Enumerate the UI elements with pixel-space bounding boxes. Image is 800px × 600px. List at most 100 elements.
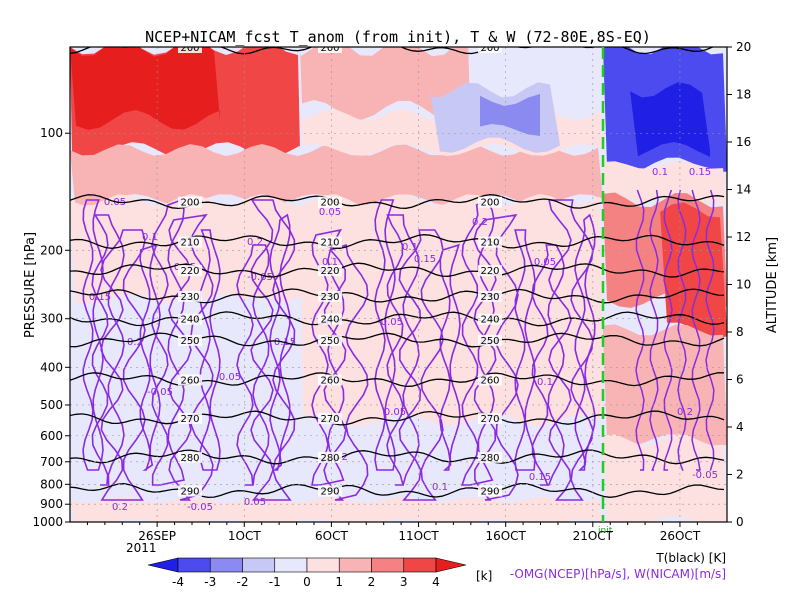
omega-contour-label: -0.05 xyxy=(187,502,213,513)
temperature-contour-label-bg xyxy=(178,412,202,424)
colorbar-segment xyxy=(274,557,308,573)
plot-area: 0.050.10.150.2-0.050.050.10.150.2-0.050.… xyxy=(70,43,727,522)
colorbar-arrow-right xyxy=(435,557,467,573)
omega-contour-label: -0.05 xyxy=(247,272,273,283)
anomaly-hot-forecast-mid xyxy=(660,202,727,338)
omega-contour-forecast xyxy=(677,189,687,471)
omega-contour-label: 0.2 xyxy=(127,337,143,348)
omega-contour-label: 0.1 xyxy=(142,232,158,243)
temperature-contour-label-bg xyxy=(178,313,202,325)
left-axis: 100 200 300 400 500 600 700 800 900 1000 xyxy=(32,126,70,529)
omega-contour-loop xyxy=(374,199,396,471)
temperature-contour-label: 270 xyxy=(480,414,499,425)
temperature-contour-label-bg xyxy=(478,236,502,248)
temperature-contour-label: 290 xyxy=(180,487,199,498)
left-axis-label: PRESSURE [hPa] xyxy=(23,232,38,338)
anomaly-cold-upper-late xyxy=(480,94,540,136)
temperature-contour-label-bg xyxy=(178,47,202,53)
left-axis-tick-label: 500 xyxy=(40,398,63,412)
right-axis-tick-label: 16 xyxy=(736,135,751,149)
omega-contour-loop xyxy=(91,214,125,486)
temperature-contour-label-bg xyxy=(178,196,202,208)
omega-contour-label: 0.2 xyxy=(677,407,693,418)
anomaly-lightwarm-surface xyxy=(70,497,603,522)
omega-contour-label: 0.05 xyxy=(534,257,556,268)
temperature-contour-label-bg xyxy=(478,374,502,386)
temperature-contour-label: 260 xyxy=(320,376,339,387)
temperature-contour-label-bg xyxy=(178,374,202,386)
omega-contour-label: -0.05 xyxy=(377,317,403,328)
left-axis-tick-label: 900 xyxy=(40,497,63,511)
omega-contour-loop xyxy=(531,244,565,486)
temperature-contour-label-bg xyxy=(478,485,502,497)
omega-contour-loop xyxy=(100,229,146,501)
omega-contour-loop xyxy=(386,214,420,486)
right-axis-tick-label: 20 xyxy=(736,40,751,54)
temperature-contour-label: 260 xyxy=(480,376,499,387)
temperature-contour-label-bg xyxy=(318,47,342,53)
right-axis-tick-label: 14 xyxy=(736,183,751,197)
omega-contour-loop xyxy=(236,244,270,486)
omega-contour-loop xyxy=(199,229,221,471)
omega-contour-loop xyxy=(439,243,461,471)
temperature-contour-label-bg xyxy=(318,334,342,346)
bottom-axis-tick-label: 26SEP xyxy=(138,529,176,543)
colorbar-segment xyxy=(403,557,437,573)
colorbar-segment xyxy=(306,557,340,573)
temperature-contour-label: 210 xyxy=(180,238,199,249)
left-axis-tick-label: 300 xyxy=(40,312,63,326)
omega-contour-label: 0.2 xyxy=(472,217,488,228)
bottom-axis-tick-label: 21OCT xyxy=(573,529,614,543)
colorbar-tick-label: -3 xyxy=(204,575,216,589)
bottom-axis-tick-label: 1OCT xyxy=(228,529,261,543)
colorbar-tick-label: -1 xyxy=(269,575,281,589)
bottom-axis: 26SEP 1OCT 6OCT 11OCT 16OCT 21OCT 26OCT xyxy=(86,522,701,543)
temperature-contour-label-bg xyxy=(178,290,202,302)
temperature-contour-label-bg xyxy=(318,374,342,386)
omega-contour-label: 0.2 xyxy=(247,237,263,248)
temperature-contour-label-bg xyxy=(178,334,202,346)
anomaly-hot-upper-early xyxy=(70,47,220,130)
temperature-contour-label-bg xyxy=(318,236,342,248)
temperature-contour-label-bg xyxy=(178,265,202,277)
colorbar-unit: [k] xyxy=(476,569,492,583)
omega-contour-forecast xyxy=(705,189,715,471)
temperature-contour-label: 250 xyxy=(320,336,339,347)
omega-contour-label: 0.05 xyxy=(384,407,406,418)
temperature-contour-label: 200 xyxy=(320,43,339,54)
temperature-contour-label: 220 xyxy=(320,266,339,277)
temperature-contour-label-bg xyxy=(478,265,502,277)
temperature-contour-label: 240 xyxy=(320,315,339,326)
colorbar-segment xyxy=(209,557,243,573)
temperature-contour-280 xyxy=(70,449,725,465)
omega-contour-forecast xyxy=(691,189,701,471)
temperature-legend: T(black) [K] xyxy=(655,551,726,565)
temperature-contour-label-bg xyxy=(478,451,502,463)
anomaly-warm-forecast-low xyxy=(603,324,727,446)
omega-contour-label: -0.05 xyxy=(692,470,718,481)
omega-contour-loop xyxy=(269,213,291,471)
bottom-axis-tick-label: 26OCT xyxy=(660,529,701,543)
omega-contour-loop xyxy=(574,213,596,471)
omega-contour-loop xyxy=(473,213,519,501)
temperature-contour-label: 210 xyxy=(480,238,499,249)
omega-contour-loop xyxy=(398,229,444,501)
omega-contour-label: 0.05 xyxy=(319,207,341,218)
left-axis-tick-label: 100 xyxy=(40,126,63,140)
omega-contour-loop xyxy=(311,228,345,486)
init-marker-label: init xyxy=(598,526,613,536)
anomaly-lightwarm-mid2 xyxy=(300,194,603,426)
temperature-contour-label-bg xyxy=(318,412,342,424)
omega-contour-label: 0.15 xyxy=(529,472,551,483)
temperature-contour-label: 230 xyxy=(320,292,339,303)
temperature-contour-label-bg xyxy=(318,265,342,277)
colorbar-tick-label: -4 xyxy=(172,575,184,589)
left-axis-tick-label: 1000 xyxy=(32,515,63,529)
omega-contour-label: 0.15 xyxy=(414,254,436,265)
temperature-contour-label: 230 xyxy=(480,292,499,303)
anomaly-warm-upper-mid xyxy=(300,47,470,120)
temperature-contour-label: 290 xyxy=(320,487,339,498)
temperature-contour-label: 200 xyxy=(480,43,499,54)
left-axis-tick-label: 800 xyxy=(40,477,63,491)
colorbar-tick-label: 3 xyxy=(400,575,408,589)
